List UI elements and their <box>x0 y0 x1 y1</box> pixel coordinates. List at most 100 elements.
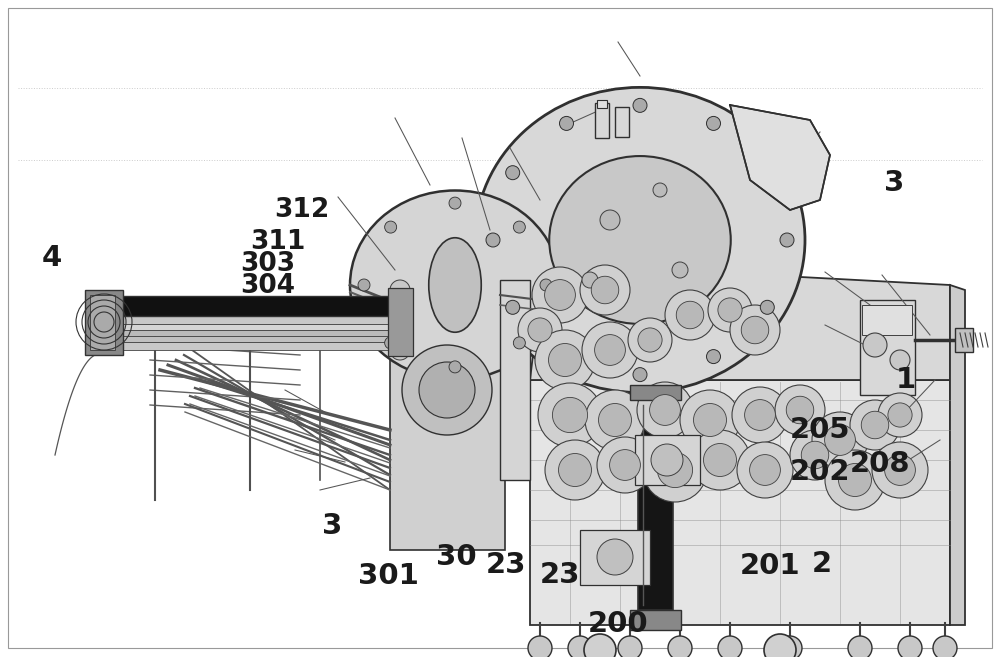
Circle shape <box>760 300 774 314</box>
Circle shape <box>638 328 662 352</box>
Text: 205: 205 <box>790 417 850 444</box>
Circle shape <box>786 396 814 424</box>
Circle shape <box>582 322 638 378</box>
Bar <box>597 100 607 108</box>
Bar <box>388 288 413 356</box>
Circle shape <box>449 361 461 373</box>
Bar <box>90 295 115 350</box>
Circle shape <box>848 636 872 657</box>
Bar <box>105 324 405 330</box>
Bar <box>105 316 405 324</box>
Text: 4: 4 <box>42 244 62 271</box>
Bar <box>615 107 629 137</box>
Circle shape <box>535 330 595 390</box>
Bar <box>635 435 700 485</box>
Circle shape <box>778 636 802 657</box>
Circle shape <box>486 233 500 247</box>
Circle shape <box>618 636 642 657</box>
Circle shape <box>888 403 912 427</box>
Circle shape <box>750 455 780 486</box>
Bar <box>105 336 405 342</box>
Circle shape <box>672 262 688 278</box>
Circle shape <box>775 385 825 435</box>
Circle shape <box>850 400 900 450</box>
Circle shape <box>582 272 598 288</box>
Circle shape <box>540 279 552 291</box>
Circle shape <box>545 280 575 310</box>
Circle shape <box>591 276 619 304</box>
Circle shape <box>718 636 742 657</box>
Bar <box>390 270 505 550</box>
Circle shape <box>872 442 928 498</box>
Text: 23: 23 <box>540 561 580 589</box>
Circle shape <box>651 444 683 476</box>
Circle shape <box>402 345 492 435</box>
Bar <box>955 328 973 352</box>
Text: 3: 3 <box>884 169 904 196</box>
Circle shape <box>668 636 692 657</box>
Bar <box>860 300 915 395</box>
Circle shape <box>861 411 889 439</box>
Circle shape <box>637 382 693 438</box>
Circle shape <box>600 210 620 230</box>
Text: 202: 202 <box>790 458 850 486</box>
Text: 3: 3 <box>322 512 342 539</box>
Ellipse shape <box>549 156 731 324</box>
Circle shape <box>706 350 720 363</box>
Bar <box>105 342 405 350</box>
Circle shape <box>559 116 574 130</box>
Text: 304: 304 <box>240 273 296 300</box>
Circle shape <box>801 442 829 468</box>
Circle shape <box>390 340 410 360</box>
Circle shape <box>633 368 647 382</box>
Circle shape <box>506 300 520 314</box>
Circle shape <box>628 318 672 362</box>
Circle shape <box>513 337 525 349</box>
Bar <box>500 280 530 480</box>
Circle shape <box>780 233 794 247</box>
Circle shape <box>732 387 788 443</box>
Circle shape <box>506 166 520 179</box>
Text: 303: 303 <box>240 251 296 277</box>
Circle shape <box>764 634 796 657</box>
Circle shape <box>812 412 868 468</box>
Ellipse shape <box>350 191 560 380</box>
Circle shape <box>548 344 582 376</box>
Bar <box>530 380 950 625</box>
Circle shape <box>513 221 525 233</box>
Bar <box>115 296 400 316</box>
Bar <box>580 530 650 585</box>
Circle shape <box>890 350 910 370</box>
Circle shape <box>598 403 632 436</box>
Circle shape <box>419 362 475 418</box>
Text: 1: 1 <box>896 366 916 394</box>
Polygon shape <box>730 105 830 210</box>
Circle shape <box>595 334 625 365</box>
Circle shape <box>745 399 775 430</box>
Text: 200: 200 <box>588 610 648 638</box>
Circle shape <box>585 390 645 450</box>
Text: 311: 311 <box>250 229 306 255</box>
Circle shape <box>358 279 370 291</box>
Circle shape <box>730 305 780 355</box>
Bar <box>595 103 609 138</box>
Circle shape <box>680 390 740 450</box>
Circle shape <box>538 383 602 447</box>
Circle shape <box>633 99 647 112</box>
Circle shape <box>558 453 592 486</box>
Circle shape <box>933 636 957 657</box>
Circle shape <box>878 393 922 437</box>
Circle shape <box>694 403 726 436</box>
Circle shape <box>838 463 872 497</box>
Circle shape <box>385 221 397 233</box>
Text: 301: 301 <box>358 562 418 589</box>
Circle shape <box>676 302 704 328</box>
Circle shape <box>737 442 793 498</box>
Circle shape <box>528 636 552 657</box>
Circle shape <box>790 430 840 480</box>
Circle shape <box>741 316 769 344</box>
Bar <box>105 330 405 336</box>
Bar <box>630 610 681 630</box>
Circle shape <box>653 183 667 197</box>
Text: 2: 2 <box>812 550 832 578</box>
